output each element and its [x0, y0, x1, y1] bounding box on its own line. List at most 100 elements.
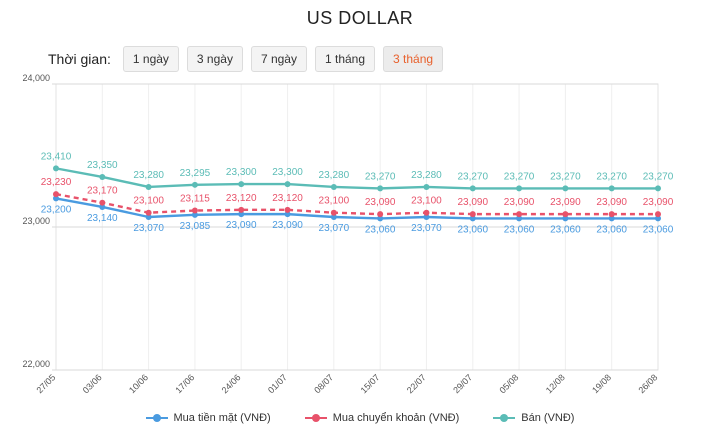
data-label-1: 23,170	[87, 186, 118, 197]
data-label-2: 23,270	[550, 171, 581, 182]
data-label-1: 23,100	[133, 196, 164, 207]
legend-swatch-sell	[493, 413, 516, 423]
data-point-1	[99, 199, 106, 206]
x-tick-label: 26/08	[636, 372, 659, 395]
data-label-1: 23,090	[596, 197, 627, 208]
data-point-2	[145, 183, 152, 190]
series-line-0	[55, 197, 658, 220]
data-label-0: 23,060	[457, 224, 488, 235]
data-label-2: 23,295	[180, 168, 211, 179]
data-point-1	[469, 211, 476, 218]
data-label-1: 23,090	[365, 197, 396, 208]
data-label-0: 23,090	[226, 220, 257, 231]
data-label-2: 23,270	[504, 171, 535, 182]
legend-item-cash-buy[interactable]: Mua tiền mặt (VNĐ)	[145, 412, 271, 424]
legend-item-sell[interactable]: Bán (VNĐ)	[493, 412, 574, 424]
data-point-0	[238, 211, 245, 218]
data-point-1	[238, 206, 245, 213]
data-point-1	[330, 209, 337, 216]
legend-label-sell: Bán (VNĐ)	[521, 412, 575, 424]
data-label-0: 23,085	[180, 221, 211, 232]
data-label-2: 23,280	[411, 170, 442, 181]
data-point-2	[330, 183, 337, 190]
data-point-2	[99, 173, 106, 180]
legend-swatch-transfer-buy	[304, 413, 327, 423]
data-label-1: 23,090	[504, 197, 535, 208]
data-point-2	[655, 185, 661, 192]
data-point-1	[284, 206, 291, 213]
range-button-7-days[interactable]: 7 ngày	[250, 46, 307, 72]
data-point-2	[191, 181, 198, 188]
data-point-2	[284, 181, 291, 188]
x-tick-label: 12/08	[544, 372, 567, 395]
x-tick-label: 08/07	[312, 372, 335, 395]
data-point-0	[99, 203, 106, 210]
y-tick-label: 22,000	[22, 359, 50, 369]
data-point-0	[655, 215, 661, 222]
x-tick-label: 01/07	[266, 372, 289, 395]
legend-item-transfer-buy[interactable]: Mua chuyển khoản (VNĐ)	[304, 412, 460, 424]
x-tick-label: 29/07	[451, 372, 474, 395]
data-label-0: 23,070	[411, 223, 442, 234]
x-tick-label: 19/08	[590, 372, 613, 395]
data-point-1	[655, 211, 661, 218]
x-tick-label: 17/06	[173, 372, 196, 395]
range-button-3-months[interactable]: 3 tháng	[383, 46, 444, 72]
x-tick-label: 03/06	[81, 372, 104, 395]
range-button-1-month[interactable]: 1 tháng	[314, 46, 376, 72]
data-point-1	[423, 209, 430, 216]
data-point-1	[516, 211, 523, 218]
legend-label-transfer-buy: Mua chuyển khoản (VNĐ)	[332, 412, 460, 424]
data-label-0: 23,060	[504, 224, 535, 235]
series-line-2	[55, 167, 658, 190]
data-label-1: 23,090	[550, 197, 581, 208]
data-label-2: 23,410	[41, 151, 72, 162]
data-point-0	[516, 215, 523, 222]
data-label-0: 23,140	[87, 213, 118, 224]
range-button-3-days[interactable]: 3 ngày	[186, 46, 243, 72]
data-label-1: 23,230	[41, 177, 72, 188]
x-tick-label: 05/08	[497, 372, 520, 395]
x-tick-label: 22/07	[405, 372, 428, 395]
range-button-1-day[interactable]: 1 ngày	[122, 46, 179, 72]
chart-title: US DOLLAR	[306, 8, 414, 28]
chart-legend: Mua tiền mặt (VNĐ) Mua chuyển khoản (VNĐ…	[0, 412, 720, 424]
data-point-2	[377, 185, 384, 192]
data-label-2: 23,350	[87, 160, 118, 171]
data-label-0: 23,200	[41, 204, 72, 215]
data-label-2: 23,270	[643, 171, 674, 182]
data-label-0: 23,070	[319, 223, 350, 234]
data-point-1	[53, 191, 59, 198]
data-point-1	[145, 209, 152, 216]
data-label-1: 23,090	[457, 197, 488, 208]
data-label-2: 23,280	[133, 170, 164, 181]
data-point-2	[53, 165, 59, 172]
data-point-1	[562, 211, 569, 218]
data-point-0	[377, 215, 384, 222]
data-point-2	[562, 185, 569, 192]
data-label-2: 23,280	[319, 170, 350, 181]
data-point-2	[516, 185, 523, 192]
data-point-0	[191, 211, 198, 218]
data-label-2: 23,300	[272, 167, 303, 178]
legend-label-cash-buy: Mua tiền mặt (VNĐ)	[173, 412, 271, 424]
x-tick-label: 27/05	[34, 372, 57, 395]
data-label-1: 23,100	[319, 196, 350, 207]
data-point-1	[608, 211, 615, 218]
data-label-2: 23,270	[596, 171, 627, 182]
data-point-2	[608, 185, 615, 192]
data-label-1: 23,120	[226, 193, 257, 204]
data-label-0: 23,060	[643, 224, 674, 235]
data-point-0	[145, 213, 152, 220]
data-label-2: 23,270	[457, 171, 488, 182]
time-range-selector: Thời gian: 1 ngày 3 ngày 7 ngày 1 tháng …	[48, 46, 444, 72]
x-tick-label: 15/07	[359, 372, 382, 395]
data-point-2	[469, 185, 476, 192]
data-point-0	[284, 211, 291, 218]
y-tick-label: 24,000	[22, 73, 50, 83]
data-label-1: 23,100	[411, 196, 442, 207]
legend-swatch-cash-buy	[145, 413, 168, 423]
data-label-1: 23,115	[180, 194, 210, 205]
series-line-1	[55, 192, 658, 216]
